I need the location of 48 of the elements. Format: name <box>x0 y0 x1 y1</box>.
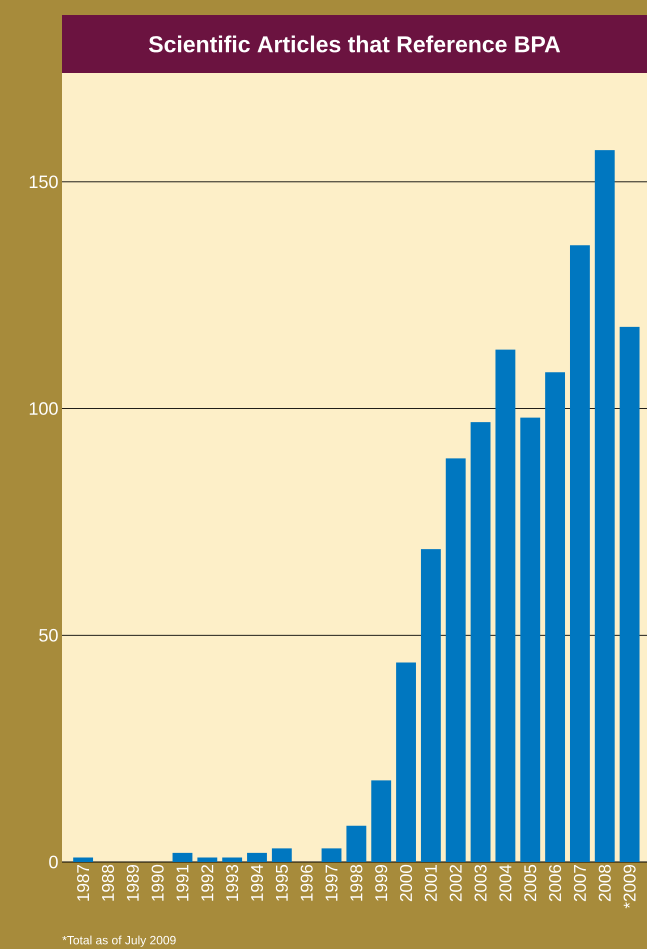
x-tick-label: 1990 <box>151 864 164 901</box>
bar <box>72 857 93 862</box>
y-tick-label: 100 <box>30 402 58 415</box>
x-tick-label: 1989 <box>126 864 139 901</box>
x-tick-label: 2005 <box>524 864 536 902</box>
x-tick-label: 2004 <box>499 864 512 902</box>
bar <box>470 422 490 862</box>
x-tick-label: 1998 <box>350 864 362 901</box>
bar <box>594 150 614 862</box>
text: *Total as of July 2009 <box>62 936 176 947</box>
bar <box>222 857 242 862</box>
bar <box>396 662 416 862</box>
chart-title: Scientific Articles that Reference BPA <box>148 36 560 52</box>
x-tick-label: 1999 <box>374 864 388 901</box>
y-tick-label: 150 <box>30 175 58 188</box>
x-tick-label: 2008 <box>598 864 611 902</box>
x-tick-label: 2003 <box>474 864 486 902</box>
bar <box>371 780 391 862</box>
x-tick-label: 1987 <box>76 865 89 901</box>
bar <box>495 350 516 862</box>
bar <box>272 848 292 862</box>
x-tick-label: 1995 <box>276 864 288 901</box>
x-tick-label: 1997 <box>325 865 338 901</box>
x-tick-label: 2006 <box>548 864 561 902</box>
bar <box>346 826 366 862</box>
bar <box>544 372 565 862</box>
x-tick-label: 1996 <box>300 864 312 901</box>
bar <box>197 857 218 862</box>
bar <box>520 418 540 862</box>
x-tick-label: 1992 <box>201 865 214 901</box>
x-tick-label: 1994 <box>250 864 263 901</box>
bar <box>619 326 640 862</box>
bar <box>246 852 267 862</box>
x-tick-label: 2002 <box>449 865 462 902</box>
y-tick-label: 0 <box>48 856 58 868</box>
x-tick-label: 1991 <box>176 865 188 901</box>
x-tick-label: *2009 <box>623 865 636 908</box>
bar <box>172 852 192 862</box>
x-tick-label: 2007 <box>574 865 586 902</box>
x-tick-label: 1993 <box>226 864 238 901</box>
y-tick-label: 50 <box>38 628 58 642</box>
x-tick-label: 1988 <box>102 864 114 901</box>
x-tick-label: 2001 <box>424 865 437 902</box>
bar <box>570 245 590 862</box>
bar <box>446 458 466 862</box>
x-tick-label: 2000 <box>400 864 412 902</box>
bar <box>321 848 342 862</box>
bar <box>420 549 441 862</box>
